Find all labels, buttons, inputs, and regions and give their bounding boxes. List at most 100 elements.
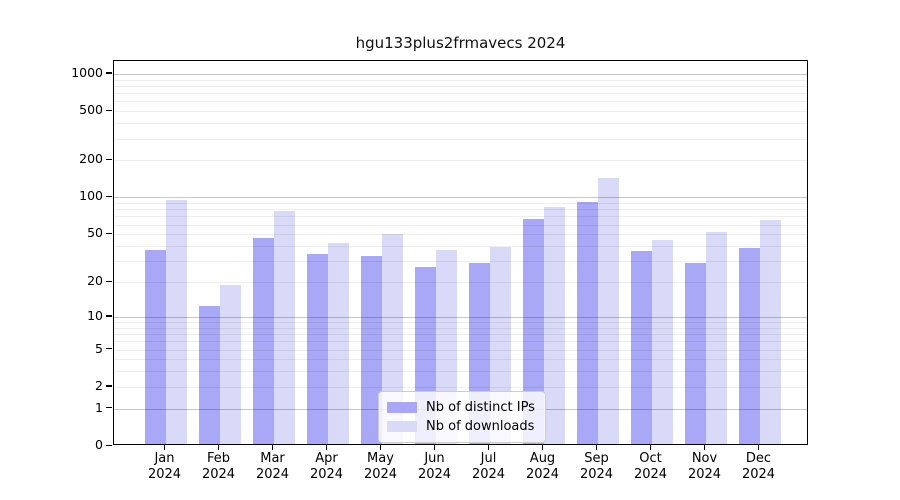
x-tick-mark (164, 445, 166, 450)
y-tick-mark (106, 158, 112, 161)
x-tick-label-aug: Aug 2024 (525, 451, 560, 482)
bar-mar-downloads (273, 210, 295, 444)
x-tick-mark (434, 445, 436, 450)
x-tick-label-jan: Jan 2024 (147, 451, 182, 482)
legend-item-downloads: Nb of downloads (387, 417, 537, 436)
minor-gridline (114, 234, 807, 236)
x-tick-mark (758, 445, 760, 450)
minor-gridline (114, 216, 807, 218)
legend-swatch-downloads (387, 421, 417, 432)
minor-gridline (114, 138, 807, 140)
x-tick-label-feb: Feb 2024 (201, 451, 236, 482)
minor-gridline (114, 359, 807, 361)
minor-gridline (114, 246, 807, 247)
y-tick-label: 200 (79, 151, 103, 167)
bar-sep-downloads (597, 177, 619, 444)
y-tick-mark (106, 195, 112, 198)
y-tick-mark (106, 109, 112, 112)
major-gridline (114, 197, 807, 199)
bar-dec-ips (738, 248, 760, 444)
minor-gridline (114, 261, 807, 263)
y-tick-mark (106, 444, 112, 446)
bar-oct-downloads (651, 240, 673, 444)
bar-feb-downloads (219, 285, 241, 444)
bar-apr-ips (306, 254, 328, 444)
x-tick-mark (650, 445, 652, 450)
y-tick-label: 2 (95, 377, 103, 393)
x-tick-mark (488, 445, 490, 450)
minor-gridline (114, 282, 807, 284)
y-tick-label: 1000 (71, 64, 103, 80)
y-tick-label: 50 (87, 225, 103, 241)
legend: Nb of distinct IPs Nb of downloads (378, 391, 546, 443)
bar-feb-ips (198, 305, 220, 444)
minor-gridline (114, 224, 807, 226)
minor-gridline (114, 341, 807, 343)
x-tick-label-nov: Nov 2024 (687, 451, 722, 482)
bar-oct-ips (630, 251, 652, 444)
bar-aug-downloads (543, 207, 565, 444)
bar-nov-downloads (705, 232, 727, 444)
bar-jan-ips (144, 249, 166, 444)
minor-gridline (114, 85, 807, 87)
y-tick-label: 500 (79, 102, 103, 118)
y-tick-label: 20 (87, 273, 103, 289)
legend-item-distinct-ips: Nb of distinct IPs (387, 398, 537, 417)
bar-jan-downloads (165, 199, 187, 444)
bar-may-ips (360, 255, 382, 444)
y-tick-label: 10 (87, 307, 103, 323)
bar-sep-ips (576, 202, 598, 444)
y-tick-label: 1 (95, 399, 103, 415)
minor-gridline (114, 349, 807, 351)
y-tick-mark (106, 315, 112, 317)
x-tick-mark (326, 445, 328, 450)
minor-gridline (114, 322, 807, 323)
x-tick-mark (272, 445, 274, 450)
minor-gridline (114, 93, 807, 95)
plot-area (113, 60, 808, 445)
y-tick-mark (106, 407, 112, 409)
x-tick-label-apr: Apr 2024 (309, 451, 344, 482)
minor-gridline (114, 123, 807, 125)
bar-apr-downloads (327, 242, 349, 444)
bar-aug-ips (522, 219, 544, 444)
minor-gridline (114, 160, 807, 162)
y-tick-mark (106, 232, 112, 235)
y-tick-mark (106, 72, 112, 74)
minor-gridline (114, 371, 807, 373)
x-tick-label-may: May 2024 (363, 451, 398, 482)
legend-label-downloads: Nb of downloads (426, 419, 535, 434)
bar-dec-downloads (759, 220, 781, 444)
y-tick-mark (106, 348, 112, 350)
minor-gridline (114, 327, 807, 329)
x-tick-mark (542, 445, 544, 450)
x-tick-mark (380, 445, 382, 450)
bar-mar-ips (252, 237, 274, 444)
x-tick-label-jun: Jun 2024 (417, 451, 452, 482)
minor-gridline (114, 334, 807, 336)
x-tick-mark (704, 445, 706, 450)
minor-gridline (114, 203, 807, 205)
x-tick-label-dec: Dec 2024 (741, 451, 776, 482)
x-tick-label-oct: Oct 2024 (633, 451, 668, 482)
legend-swatch-distinct-ips (387, 402, 417, 413)
minor-gridline (114, 101, 807, 103)
y-tick-mark (106, 280, 112, 282)
legend-label-distinct-ips: Nb of distinct IPs (426, 400, 535, 415)
bar-nov-ips (684, 262, 706, 444)
minor-gridline (114, 386, 807, 388)
y-tick-mark (106, 385, 112, 387)
x-tick-mark (596, 445, 598, 450)
major-gridline (114, 73, 807, 75)
y-tick-label: 5 (95, 340, 103, 356)
minor-gridline (114, 209, 807, 211)
minor-gridline (114, 79, 807, 81)
x-tick-label-jul: Jul 2024 (471, 451, 506, 482)
minor-gridline (114, 111, 807, 113)
x-tick-mark (218, 445, 220, 450)
major-gridline (114, 316, 807, 318)
x-tick-label-sep: Sep 2024 (579, 451, 614, 482)
grid-layer (114, 61, 807, 444)
x-tick-label-mar: Mar 2024 (255, 451, 290, 482)
